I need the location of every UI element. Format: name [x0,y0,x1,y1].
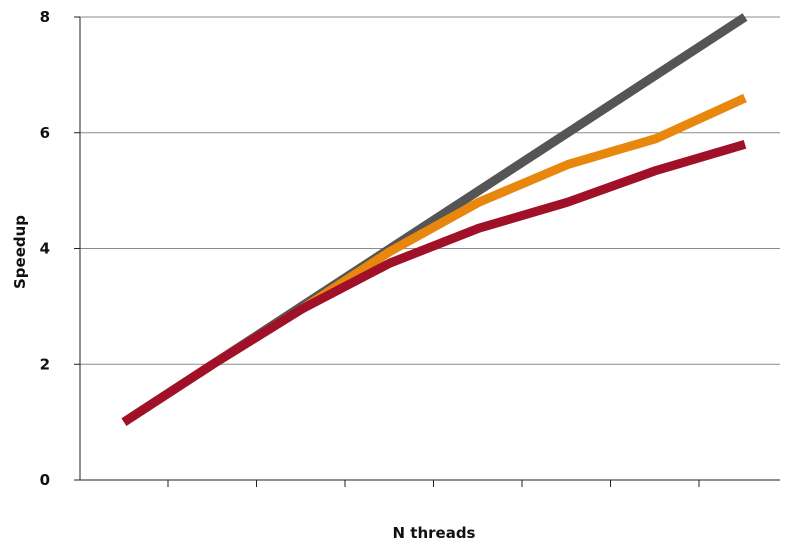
tick-labels: 0 2 4 6 8 [40,8,50,489]
axes [74,16,780,487]
y-tick-label: 4 [40,240,50,258]
y-tick-label: 6 [40,124,50,142]
y-tick-label: 0 [40,471,50,489]
series-line-2 [121,93,747,426]
y-tick-label: 2 [40,355,50,373]
gridlines [80,16,780,365]
series-line-3 [121,139,747,426]
data-series [121,13,748,426]
x-axis-title: N threads [393,524,476,542]
y-axis-title: Speedup [11,215,29,289]
y-tick-label: 8 [40,8,50,26]
